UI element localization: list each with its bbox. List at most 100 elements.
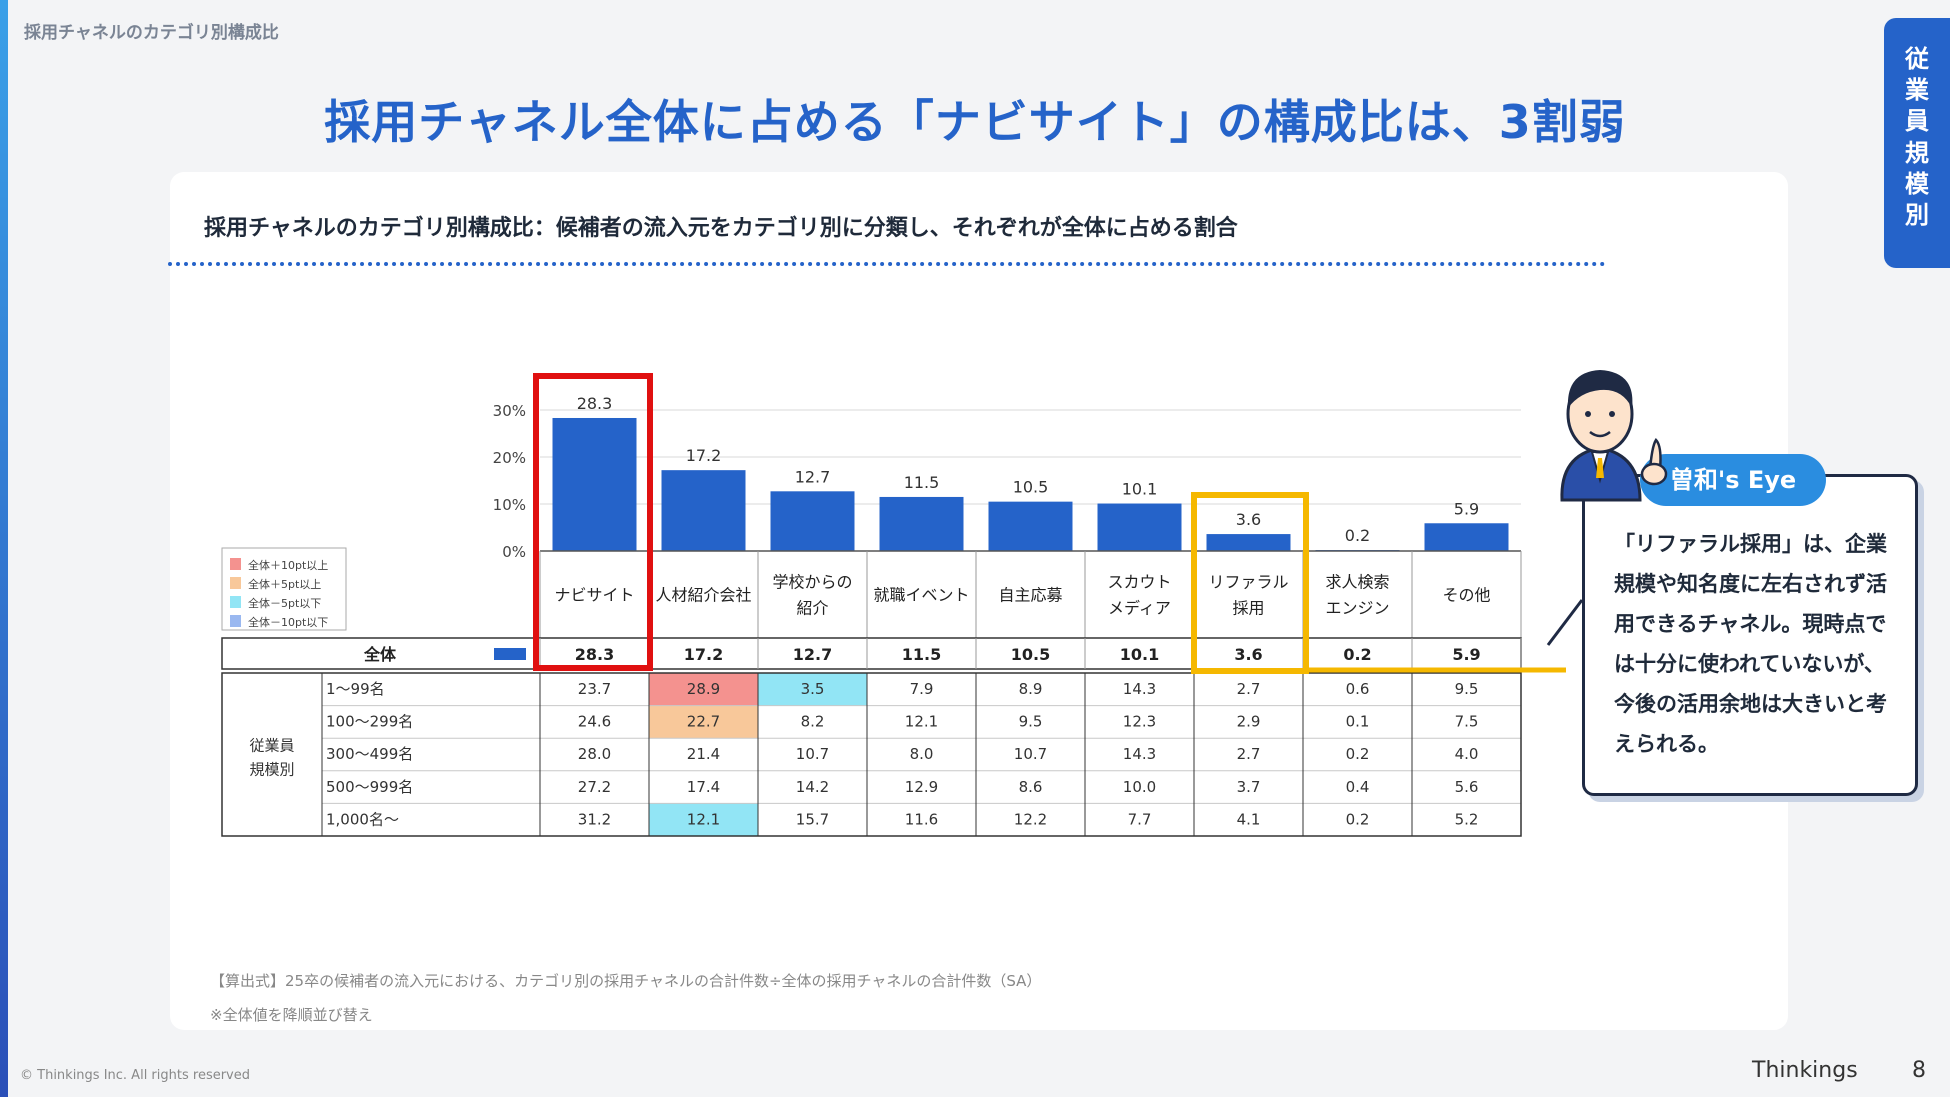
cell-value: 10.7	[796, 745, 829, 763]
bar-value-label: 3.6	[1236, 510, 1261, 529]
category-label: リファラル	[1208, 573, 1288, 592]
total-cell-value: 28.3	[575, 645, 614, 664]
legend-label: 全体－10pt以下	[248, 615, 328, 629]
cell-value: 9.5	[1455, 680, 1479, 698]
category-label: 求人検索	[1325, 573, 1389, 592]
total-cell-value: 5.9	[1452, 645, 1480, 664]
total-cell-value: 17.2	[684, 645, 723, 664]
legend-label: 全体－5pt以下	[248, 596, 321, 610]
cell-value: 10.7	[1014, 745, 1047, 763]
row-label: 500～999名	[326, 778, 413, 796]
brand-logo-text: Thinkings	[1752, 1058, 1858, 1083]
cell-value: 8.2	[801, 713, 825, 731]
cell-value: 12.2	[1014, 810, 1047, 828]
side-tab-char: 別	[1905, 200, 1929, 229]
cell-value: 17.4	[687, 778, 720, 796]
bar	[988, 501, 1073, 551]
side-tab-char: 員	[1905, 107, 1929, 136]
cell-value: 4.0	[1455, 745, 1479, 763]
bar-value-label: 0.2	[1345, 526, 1370, 545]
chart-heading: 採用チャネルのカテゴリ別構成比：候補者の流入元をカテゴリ別に分類し、それぞれが全…	[204, 216, 1238, 241]
cell-value: 7.9	[910, 680, 934, 698]
cell-value: 11.6	[905, 810, 938, 828]
side-tab-char: 模	[1905, 169, 1929, 198]
cell-value: 12.1	[905, 713, 938, 731]
left-accent-bar	[0, 0, 8, 1097]
side-tab-char: 業	[1905, 76, 1929, 105]
side-tab-char: 従	[1905, 45, 1929, 73]
chart-card	[170, 172, 1788, 1030]
y-tick-label: 30%	[493, 402, 526, 420]
side-tab-employee-scale[interactable]: 従 業 員 規 模 別	[1884, 18, 1950, 268]
total-cell-value: 10.1	[1120, 645, 1159, 664]
legend-swatch	[230, 577, 241, 589]
legend-swatch	[230, 615, 241, 627]
total-row-label: 全体	[363, 645, 397, 664]
cell-value: 15.7	[796, 810, 829, 828]
legend-label: 全体＋10pt以上	[248, 558, 328, 572]
total-cell-value: 11.5	[902, 645, 941, 664]
highlighted-cell	[758, 673, 867, 706]
y-tick-label: 10%	[493, 496, 526, 514]
bar	[661, 470, 746, 551]
cell-value: 12.1	[687, 810, 720, 828]
cell-value: 0.6	[1346, 680, 1370, 698]
callout-text: 「リファラル採用」は、企業規模や知名度に左右されず活用できるチャネル。現時点では…	[1614, 532, 1887, 756]
callout-badge: 曽和's Eye	[1640, 454, 1826, 506]
bar	[1206, 534, 1291, 551]
total-row-swatch	[494, 648, 526, 660]
breadcrumb: 採用チャネルのカテゴリ別構成比	[24, 23, 279, 43]
callout-box	[1582, 474, 1918, 796]
cell-value: 0.2	[1346, 810, 1370, 828]
legend-swatch	[230, 558, 241, 570]
category-label: メディア	[1108, 599, 1171, 618]
cell-value: 14.3	[1123, 745, 1156, 763]
sort-note: ※全体値を降順並び替え	[210, 1006, 373, 1024]
cell-value: 3.5	[801, 680, 825, 698]
category-label: エンジン	[1325, 599, 1389, 618]
cell-value: 2.7	[1237, 680, 1261, 698]
bar-value-label: 10.1	[1122, 480, 1158, 499]
category-label: 人材紹介会社	[655, 586, 751, 605]
total-cell-value: 10.5	[1011, 645, 1050, 664]
bar-value-label: 12.7	[795, 467, 831, 486]
cell-value: 8.9	[1019, 680, 1043, 698]
bar	[1424, 523, 1509, 551]
side-tab-char: 規	[1905, 138, 1929, 167]
cell-value: 10.0	[1123, 778, 1156, 796]
total-cell-value: 0.2	[1343, 645, 1371, 664]
bar-value-label: 28.3	[577, 394, 613, 413]
cell-value: 0.4	[1346, 778, 1370, 796]
cell-value: 12.3	[1123, 713, 1156, 731]
cell-value: 31.2	[578, 810, 611, 828]
bar-value-label: 11.5	[904, 473, 940, 492]
category-label: スカウト	[1107, 573, 1171, 592]
cell-value: 2.7	[1237, 745, 1261, 763]
copyright: © Thinkings Inc. All rights reserved	[20, 1068, 251, 1083]
highlight-frame-referral	[1191, 492, 1309, 674]
cell-value: 2.9	[1237, 713, 1261, 731]
bar	[552, 417, 637, 551]
cell-value: 8.0	[910, 745, 934, 763]
cell-value: 21.4	[687, 745, 720, 763]
breakdown-table-border	[221, 672, 1522, 837]
cell-value: 5.2	[1455, 810, 1479, 828]
highlighted-cell	[649, 803, 758, 836]
cell-value: 27.2	[578, 778, 611, 796]
category-label: 紹介	[796, 599, 828, 618]
cell-value: 7.5	[1455, 713, 1479, 731]
category-label: 就職イベント	[873, 586, 969, 605]
cell-value: 23.7	[578, 680, 611, 698]
cell-value: 22.7	[687, 713, 720, 731]
legend-label: 全体＋5pt以上	[248, 577, 321, 591]
cell-value: 28.9	[687, 680, 720, 698]
bar-value-label: 10.5	[1013, 478, 1049, 497]
category-label: 自主応募	[998, 586, 1062, 605]
row-label: 1,000名～	[326, 810, 399, 828]
dotted-divider	[168, 262, 1606, 266]
cell-value: 14.2	[796, 778, 829, 796]
y-tick-label: 0%	[502, 543, 526, 561]
highlighted-cell	[649, 673, 758, 706]
cell-value: 12.9	[905, 778, 938, 796]
